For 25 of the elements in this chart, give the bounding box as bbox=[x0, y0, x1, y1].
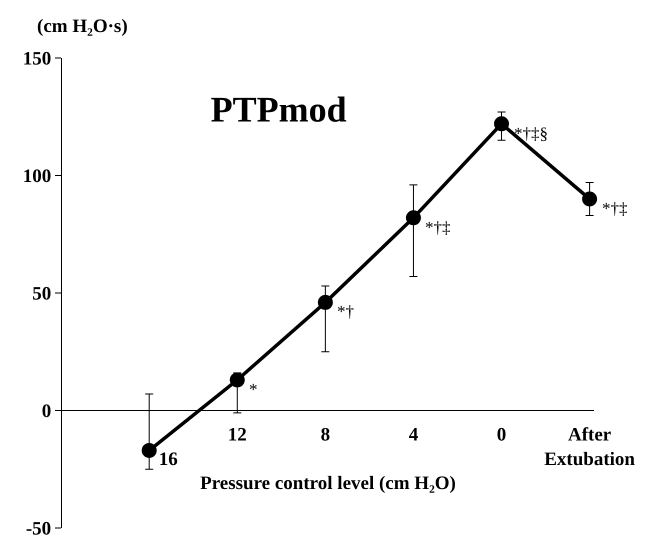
point bbox=[142, 442, 157, 458]
y-tick-label: -50 bbox=[26, 518, 52, 540]
y-tick-label: 0 bbox=[42, 401, 52, 422]
y-tick-label: 50 bbox=[32, 284, 52, 305]
annotation: *†‡ bbox=[425, 218, 450, 237]
annotation: *† bbox=[337, 302, 354, 321]
y-tick-label: 150 bbox=[22, 48, 52, 70]
point bbox=[318, 294, 333, 310]
x-tick-label: 4 bbox=[408, 424, 419, 446]
y-tick-label: 100 bbox=[22, 166, 52, 188]
annotation: *†‡§ bbox=[514, 124, 548, 143]
text: PTPmod bbox=[210, 89, 347, 130]
y-axis-title: (cm H₂O·s) bbox=[37, 16, 128, 37]
point bbox=[406, 210, 421, 226]
x-tick-label: After Extubation bbox=[544, 424, 636, 470]
point bbox=[230, 372, 245, 388]
annotation: *†‡ bbox=[602, 199, 628, 218]
x-tick-label: 0 bbox=[496, 424, 506, 446]
x-tick-label: 8 bbox=[320, 424, 330, 446]
point bbox=[494, 116, 510, 132]
x-axis-title: Pressure control level (cm H₂O) bbox=[200, 473, 456, 494]
annotation: * bbox=[249, 380, 258, 399]
x-tick-label: 12 bbox=[228, 424, 247, 446]
x-tick-label: 16 bbox=[158, 449, 178, 470]
point bbox=[582, 192, 598, 206]
